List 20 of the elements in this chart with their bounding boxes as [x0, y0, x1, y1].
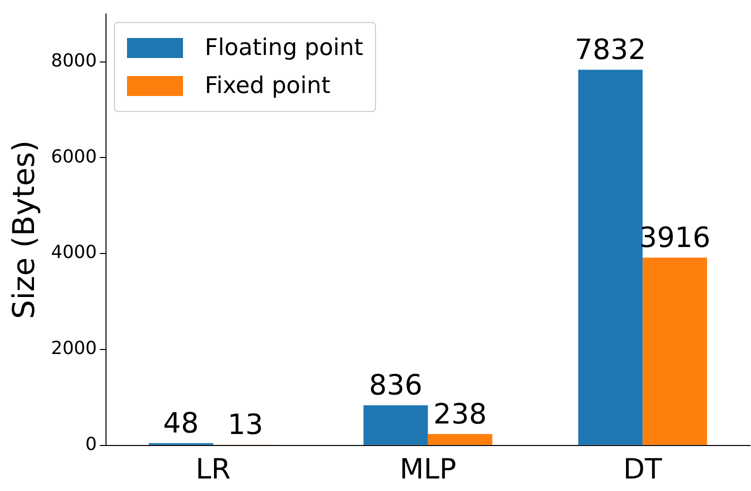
y-tick-label: 4000 — [50, 242, 97, 264]
data-label: 7832 — [574, 33, 646, 66]
x-tick-label: MLP — [400, 452, 456, 486]
data-label: 238 — [433, 397, 487, 430]
y-axis-title: Size (Bytes) — [6, 140, 42, 319]
y-tick-label: 2000 — [50, 338, 97, 360]
x-tick-label: LR — [196, 452, 231, 486]
bar — [578, 70, 643, 445]
x-tick-label: DT — [623, 452, 663, 486]
legend-label: Floating point — [204, 34, 364, 61]
data-label: 48 — [163, 406, 199, 440]
y-tick-label: 6000 — [50, 146, 97, 168]
bar — [363, 405, 428, 445]
data-label: 836 — [368, 368, 422, 402]
data-label: 13 — [228, 408, 264, 442]
y-tick-label: 8000 — [50, 50, 97, 72]
legend-label: Fixed point — [204, 72, 330, 99]
bar — [428, 434, 492, 445]
bar — [642, 258, 708, 445]
y-tick-label: 0 — [85, 434, 97, 456]
